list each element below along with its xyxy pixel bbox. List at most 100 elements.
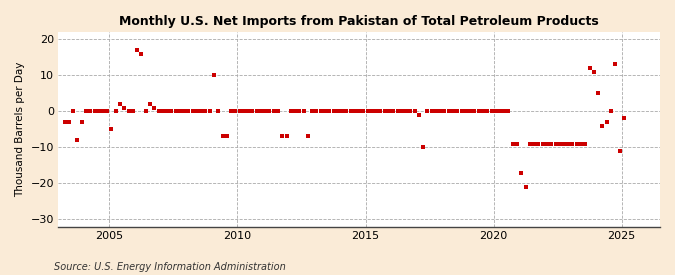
- Point: [439, 109, 450, 114]
- Point: [541, 141, 552, 146]
- Point: [610, 62, 620, 67]
- Point: [217, 134, 228, 139]
- Point: [508, 141, 518, 146]
- Point: [221, 134, 232, 139]
- Point: [98, 109, 109, 114]
- Point: [400, 109, 411, 114]
- Point: [580, 141, 591, 146]
- Point: [161, 109, 172, 114]
- Point: [362, 109, 373, 114]
- Point: [174, 109, 185, 114]
- Point: [68, 109, 78, 114]
- Point: [144, 102, 155, 106]
- Point: [192, 109, 202, 114]
- Point: [136, 51, 147, 56]
- Point: [247, 109, 258, 114]
- Y-axis label: Thousand Barrels per Day: Thousand Barrels per Day: [15, 62, 25, 197]
- Point: [520, 185, 531, 189]
- Point: [533, 141, 544, 146]
- Point: [324, 109, 335, 114]
- Point: [371, 109, 381, 114]
- Point: [328, 109, 339, 114]
- Point: [119, 105, 130, 110]
- Point: [102, 109, 113, 114]
- Point: [294, 109, 305, 114]
- Point: [183, 109, 194, 114]
- Point: [503, 109, 514, 114]
- Point: [209, 73, 219, 77]
- Point: [529, 141, 539, 146]
- Point: [452, 109, 462, 114]
- Point: [392, 109, 403, 114]
- Point: [435, 109, 446, 114]
- Point: [59, 120, 70, 124]
- Point: [413, 113, 424, 117]
- Point: [243, 109, 254, 114]
- Point: [563, 141, 574, 146]
- Point: [251, 109, 262, 114]
- Point: [260, 109, 271, 114]
- Point: [115, 102, 126, 106]
- Point: [367, 109, 377, 114]
- Point: [269, 109, 279, 114]
- Point: [571, 141, 582, 146]
- Point: [132, 48, 142, 52]
- Point: [307, 109, 318, 114]
- Point: [537, 141, 548, 146]
- Point: [290, 109, 300, 114]
- Point: [495, 109, 506, 114]
- Point: [341, 109, 352, 114]
- Point: [230, 109, 241, 114]
- Point: [456, 109, 467, 114]
- Title: Monthly U.S. Net Imports from Pakistan of Total Petroleum Products: Monthly U.S. Net Imports from Pakistan o…: [119, 15, 599, 28]
- Point: [499, 109, 510, 114]
- Point: [431, 109, 441, 114]
- Point: [149, 105, 160, 110]
- Point: [166, 109, 177, 114]
- Point: [554, 141, 565, 146]
- Point: [80, 109, 91, 114]
- Point: [618, 116, 629, 121]
- Point: [387, 109, 398, 114]
- Point: [405, 109, 416, 114]
- Point: [589, 69, 599, 74]
- Point: [111, 109, 122, 114]
- Point: [584, 66, 595, 70]
- Point: [601, 120, 612, 124]
- Point: [277, 134, 288, 139]
- Point: [153, 109, 164, 114]
- Point: [559, 141, 570, 146]
- Point: [205, 109, 215, 114]
- Point: [298, 109, 309, 114]
- Point: [179, 109, 190, 114]
- Point: [477, 109, 488, 114]
- Point: [256, 109, 267, 114]
- Point: [238, 109, 249, 114]
- Point: [614, 149, 625, 153]
- Point: [448, 109, 458, 114]
- Point: [464, 109, 475, 114]
- Point: [482, 109, 493, 114]
- Point: [273, 109, 284, 114]
- Point: [200, 109, 211, 114]
- Point: [333, 109, 344, 114]
- Point: [354, 109, 364, 114]
- Point: [379, 109, 390, 114]
- Point: [157, 109, 168, 114]
- Point: [469, 109, 480, 114]
- Point: [396, 109, 407, 114]
- Point: [345, 109, 356, 114]
- Point: [128, 109, 138, 114]
- Point: [409, 109, 420, 114]
- Point: [337, 109, 348, 114]
- Point: [281, 134, 292, 139]
- Point: [187, 109, 198, 114]
- Point: [486, 109, 497, 114]
- Point: [234, 109, 245, 114]
- Point: [418, 145, 429, 150]
- Point: [567, 141, 578, 146]
- Point: [375, 109, 386, 114]
- Point: [85, 109, 96, 114]
- Point: [311, 109, 322, 114]
- Point: [72, 138, 83, 142]
